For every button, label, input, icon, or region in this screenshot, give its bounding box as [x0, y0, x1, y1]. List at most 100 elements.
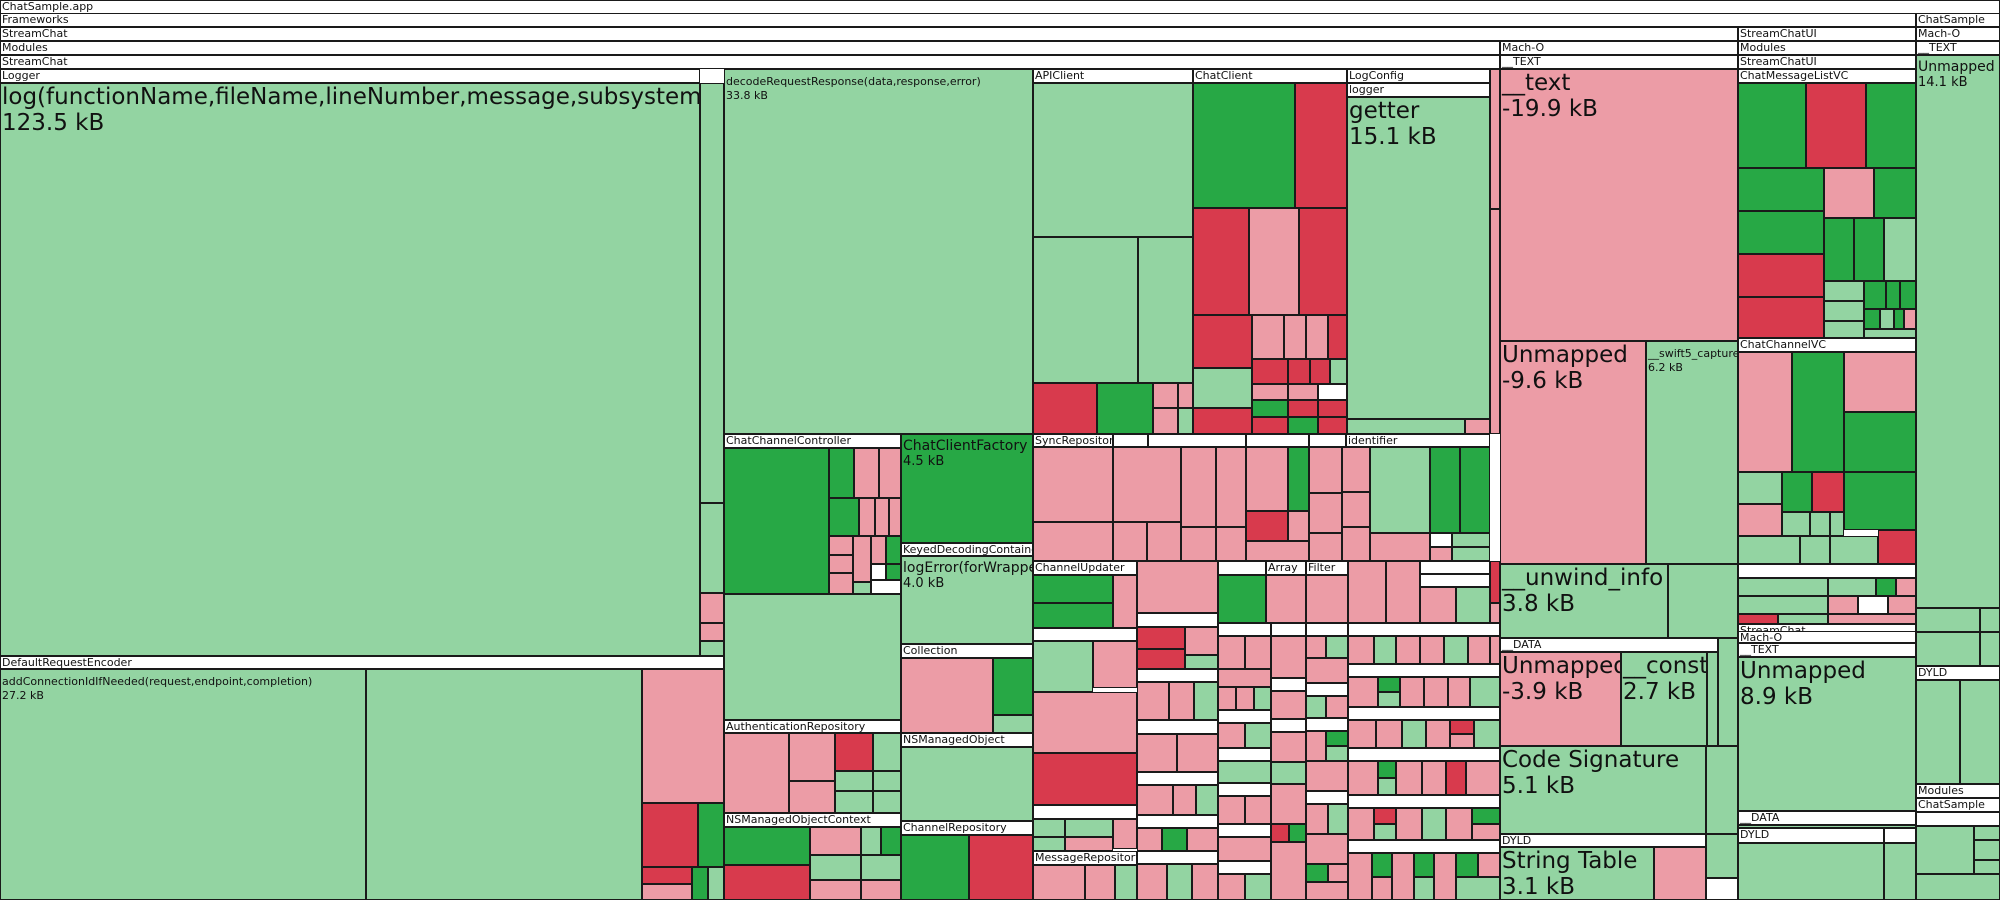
- cell-getter[interactable]: getter 15.1 kB: [1347, 97, 1490, 419]
- cell-filter-19[interactable]: [1328, 864, 1348, 882]
- cell-cmlvc-10[interactable]: [1824, 218, 1854, 281]
- cell-cmlvc-9[interactable]: [1738, 297, 1824, 338]
- cell-cs-4[interactable]: [1916, 632, 1980, 666]
- cell-sync-1[interactable]: [1033, 447, 1113, 522]
- cell-mid-a20[interactable]: [1162, 828, 1187, 851]
- cell-macho-rest[interactable]: [1706, 746, 1738, 834]
- cell-ccvc-5[interactable]: [1738, 472, 1782, 504]
- cell-rb-10[interactable]: [1348, 636, 1374, 664]
- header-chatsample-module[interactable]: ChatSample: [1916, 798, 2000, 812]
- cell-cs-3[interactable]: [1980, 608, 2000, 632]
- cell-mid-a21[interactable]: [1187, 828, 1218, 851]
- cell-ccvc-3[interactable]: [1844, 352, 1916, 412]
- cell-rb-12[interactable]: [1396, 636, 1420, 664]
- cell-log[interactable]: log(functionName,fileName,lineNumber,mes…: [0, 83, 700, 656]
- cell-mid-b4[interactable]: [1218, 636, 1245, 669]
- cell-rb-29[interactable]: [1426, 720, 1450, 748]
- cell-ccvc-24[interactable]: [1858, 596, 1888, 614]
- header-data-segment[interactable]: __DATA: [1500, 638, 1718, 652]
- cell-ccvc-21[interactable]: [1896, 578, 1916, 596]
- cell-nsmanagedobject-1[interactable]: [901, 747, 1033, 821]
- cell-ccc-3[interactable]: [829, 498, 859, 536]
- cell-identifier-10[interactable]: [1370, 533, 1430, 561]
- cell-rb-42[interactable]: [1348, 808, 1374, 840]
- cell-cu-3[interactable]: [1113, 575, 1137, 628]
- cell-logconfig-2[interactable]: [1347, 419, 1465, 434]
- header-channelrepository[interactable]: ChannelRepository: [901, 821, 1033, 835]
- cell-identifier-hdr-a[interactable]: [1309, 434, 1346, 447]
- header-text-ui[interactable]: __TEXT: [1738, 643, 1916, 657]
- cell-identifier-12[interactable]: [1452, 533, 1490, 547]
- cell-sync-7[interactable]: [1246, 511, 1288, 541]
- cell-filter-1[interactable]: [1306, 575, 1348, 623]
- cell-decode[interactable]: decodeRequestResponse(data,response,erro…: [724, 69, 1033, 434]
- cell-filter-7[interactable]: [1306, 696, 1326, 718]
- cell-cu-14[interactable]: [1065, 837, 1113, 851]
- cell-rb-59[interactable]: [1478, 853, 1500, 877]
- cell-nsmoc-5[interactable]: [881, 827, 901, 855]
- cell-chatclientfactory[interactable]: ChatClientFactory 4.5 kB: [901, 434, 1033, 543]
- cell-ccvc-20[interactable]: [1876, 578, 1896, 596]
- cell-rb-50[interactable]: [1348, 840, 1500, 853]
- cell-chatclient-11[interactable]: [1193, 368, 1252, 408]
- cell-ccvc-14[interactable]: [1738, 536, 1800, 564]
- cell-chatclient-19[interactable]: [1252, 400, 1288, 417]
- cell-chatclient-10[interactable]: [1328, 315, 1347, 359]
- cell-cmlvc-5[interactable]: [1738, 211, 1824, 254]
- cell-addconnection[interactable]: addConnectionIdIfNeeded(request,endpoint…: [0, 669, 366, 900]
- cell-cmlvc-22[interactable]: [1904, 309, 1916, 329]
- cell-mid-b7[interactable]: [1218, 687, 1236, 710]
- cell-array-3[interactable]: [1271, 636, 1306, 678]
- cell-array-10[interactable]: [1271, 824, 1289, 842]
- cell-chatclient-24[interactable]: [1288, 417, 1318, 434]
- cell-mid-a5[interactable]: [1185, 627, 1218, 655]
- cell-encoder-4[interactable]: [642, 803, 698, 867]
- cell-ccvc-8[interactable]: [1844, 472, 1916, 530]
- cell-cu-8[interactable]: [1033, 753, 1137, 805]
- cell-cmlvc-11[interactable]: [1854, 218, 1884, 281]
- cell-apiclient-4[interactable]: [1033, 383, 1097, 434]
- cell-nsmoc-9[interactable]: [861, 880, 901, 900]
- cell-identifier-5[interactable]: [1342, 492, 1370, 527]
- header-macho-ui[interactable]: Mach-O: [1738, 631, 1916, 643]
- cell-apiclient-9[interactable]: [1178, 408, 1193, 434]
- cell-mid-a24[interactable]: [1167, 864, 1192, 900]
- cell-rb-49[interactable]: [1472, 824, 1500, 840]
- cell-rb-22[interactable]: [1448, 677, 1470, 707]
- cell-nsmoc-7[interactable]: [810, 880, 861, 900]
- cell-ccvc-2[interactable]: [1792, 352, 1844, 472]
- header-logger[interactable]: Logger: [0, 69, 700, 83]
- cell-encoder-2[interactable]: [366, 669, 642, 900]
- cell-identifier-13[interactable]: [1430, 547, 1452, 561]
- cell-auth-5[interactable]: [789, 781, 835, 813]
- cell-chatclient-6[interactable]: [1193, 315, 1252, 368]
- cell-mid-b10[interactable]: [1218, 710, 1271, 723]
- cell-encoder-5[interactable]: [698, 803, 724, 867]
- cell-ccc-7[interactable]: [875, 498, 889, 536]
- cell-dyld-3[interactable]: [1706, 834, 1738, 878]
- cell-cmlvc-12[interactable]: [1884, 218, 1916, 281]
- cell-text-section[interactable]: __text -19.9 kB: [1500, 69, 1738, 341]
- cell-mid-a1[interactable]: [1137, 561, 1218, 613]
- cell-mid-a18[interactable]: [1137, 815, 1218, 828]
- header-chatsample[interactable]: ChatSample: [1916, 13, 2000, 27]
- cell-auth-3[interactable]: [835, 733, 873, 771]
- cell-sync-12[interactable]: [1181, 527, 1216, 561]
- cell-ccc-15[interactable]: [886, 536, 901, 564]
- cell-mid-b5[interactable]: [1245, 636, 1271, 669]
- cell-encoder-9[interactable]: [708, 867, 724, 900]
- cell-dyld-ui-2[interactable]: [1884, 843, 1916, 900]
- cell-cu-7[interactable]: [1033, 692, 1137, 753]
- cell-mid-b3[interactable]: [1218, 623, 1271, 636]
- cell-chatclient-15[interactable]: [1330, 359, 1347, 384]
- cell-rb-20[interactable]: [1400, 677, 1424, 707]
- cell-mid-a12[interactable]: [1137, 734, 1177, 772]
- cell-sync-14[interactable]: [1246, 541, 1309, 561]
- cell-auth-1[interactable]: [724, 733, 789, 813]
- cell-mid-b1[interactable]: [1218, 561, 1266, 575]
- header-nsmanagedobject[interactable]: NSManagedObject: [901, 733, 1033, 747]
- cell-chatclient-2[interactable]: [1295, 83, 1347, 208]
- cell-mid-a16[interactable]: [1173, 785, 1196, 815]
- cell-mid-a10[interactable]: [1194, 682, 1218, 720]
- cell-rb-24[interactable]: [1378, 692, 1400, 707]
